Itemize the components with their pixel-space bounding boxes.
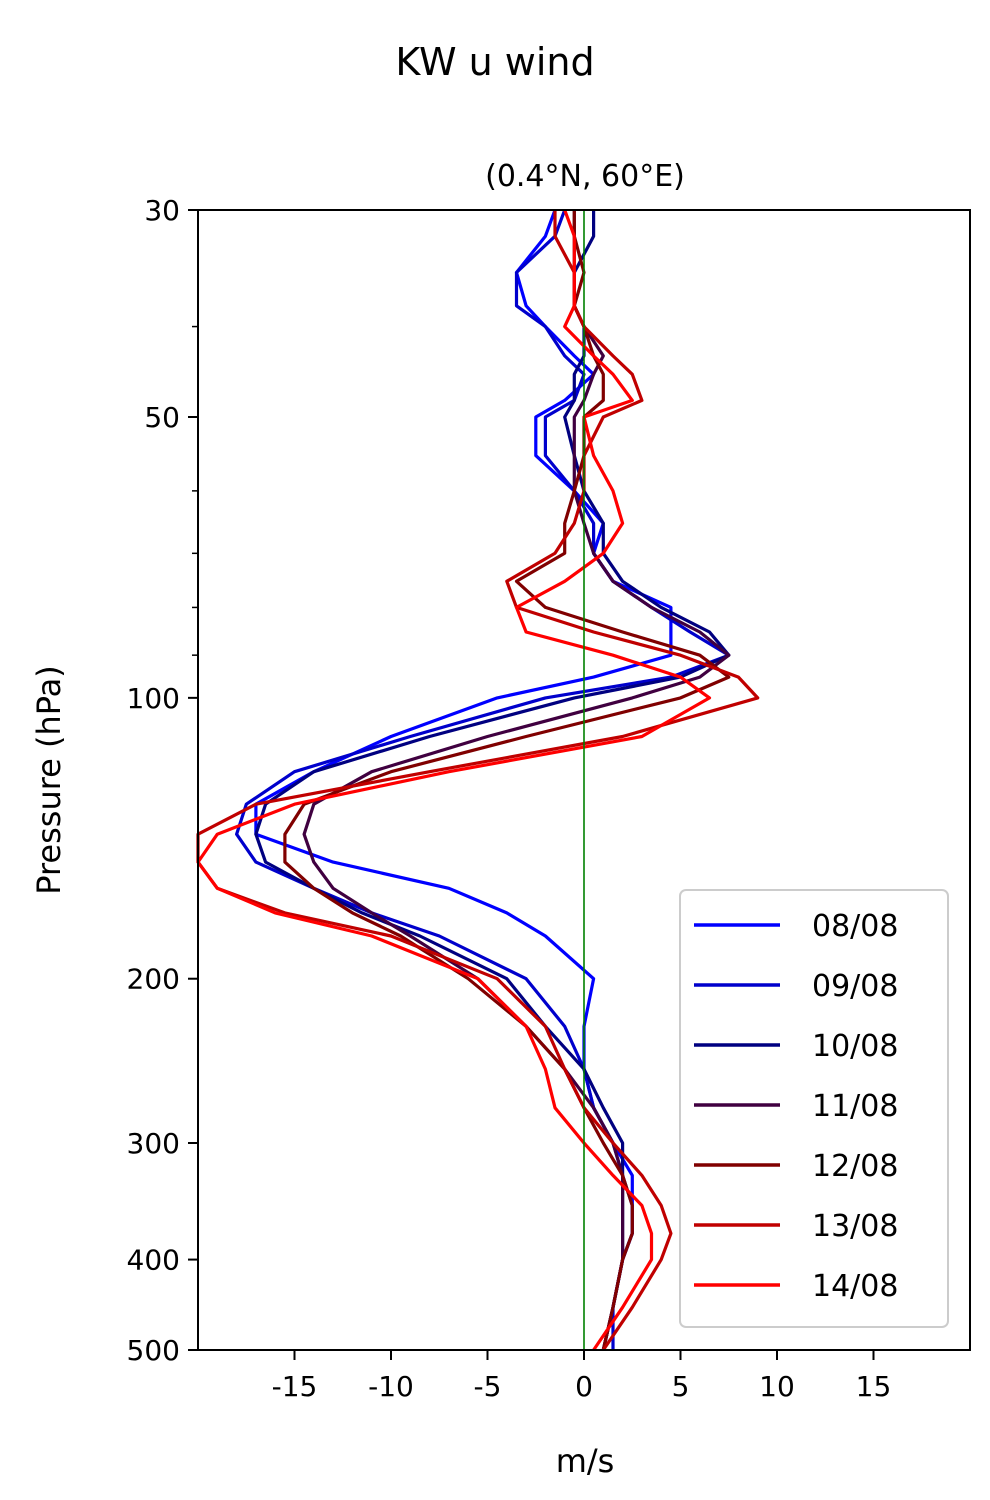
axes-title: (0.4°N, 60°E) [485,159,685,194]
series-line-1 [235,209,731,1350]
y-axis-ticks: 30 50 100 200 300 400 500 [127,194,198,1367]
legend-label: 10/08 [812,1029,898,1064]
y-tick-label: 300 [127,1127,180,1160]
y-tick-label: 30 [144,194,180,227]
legend-label: 08/08 [812,909,898,944]
legend-label: 09/08 [812,969,898,1004]
y-axis-label: Pressure (hPa) [30,665,68,895]
series-line-0 [254,209,673,1351]
figure-suptitle: KW u wind [395,40,594,84]
series-line-5 [196,210,760,1351]
y-tick-label: 500 [127,1334,180,1367]
y-tick-label: 100 [127,682,180,715]
x-axis-ticks: -15 -10 -5 0 5 10 15 [272,1350,892,1403]
x-tick-label: 15 [856,1370,892,1403]
x-tick-label: -15 [272,1370,318,1403]
y-tick-label: 50 [144,401,180,434]
x-tick-label: -5 [474,1370,502,1403]
legend: 08/08 09/08 10/08 11/08 12/08 13/08 14/08 [679,889,949,1328]
legend-box [679,889,949,1328]
x-tick-label: 10 [759,1370,795,1403]
legend-label: 12/08 [812,1149,898,1184]
y-tick-label: 400 [127,1244,180,1277]
legend-label: 11/08 [812,1089,898,1124]
legend-label: 14/08 [812,1269,898,1304]
x-tick-label: -10 [368,1370,414,1403]
series-line-2 [254,210,731,1351]
series-line-4 [283,210,731,1351]
x-tick-label: 5 [672,1370,690,1403]
x-axis-label: m/s [556,1442,615,1480]
legend-label: 13/08 [812,1209,898,1244]
x-tick-label: 0 [575,1370,593,1403]
series-lines [196,209,760,1351]
series-line-6 [196,209,712,1351]
y-tick-label: 200 [127,963,180,996]
